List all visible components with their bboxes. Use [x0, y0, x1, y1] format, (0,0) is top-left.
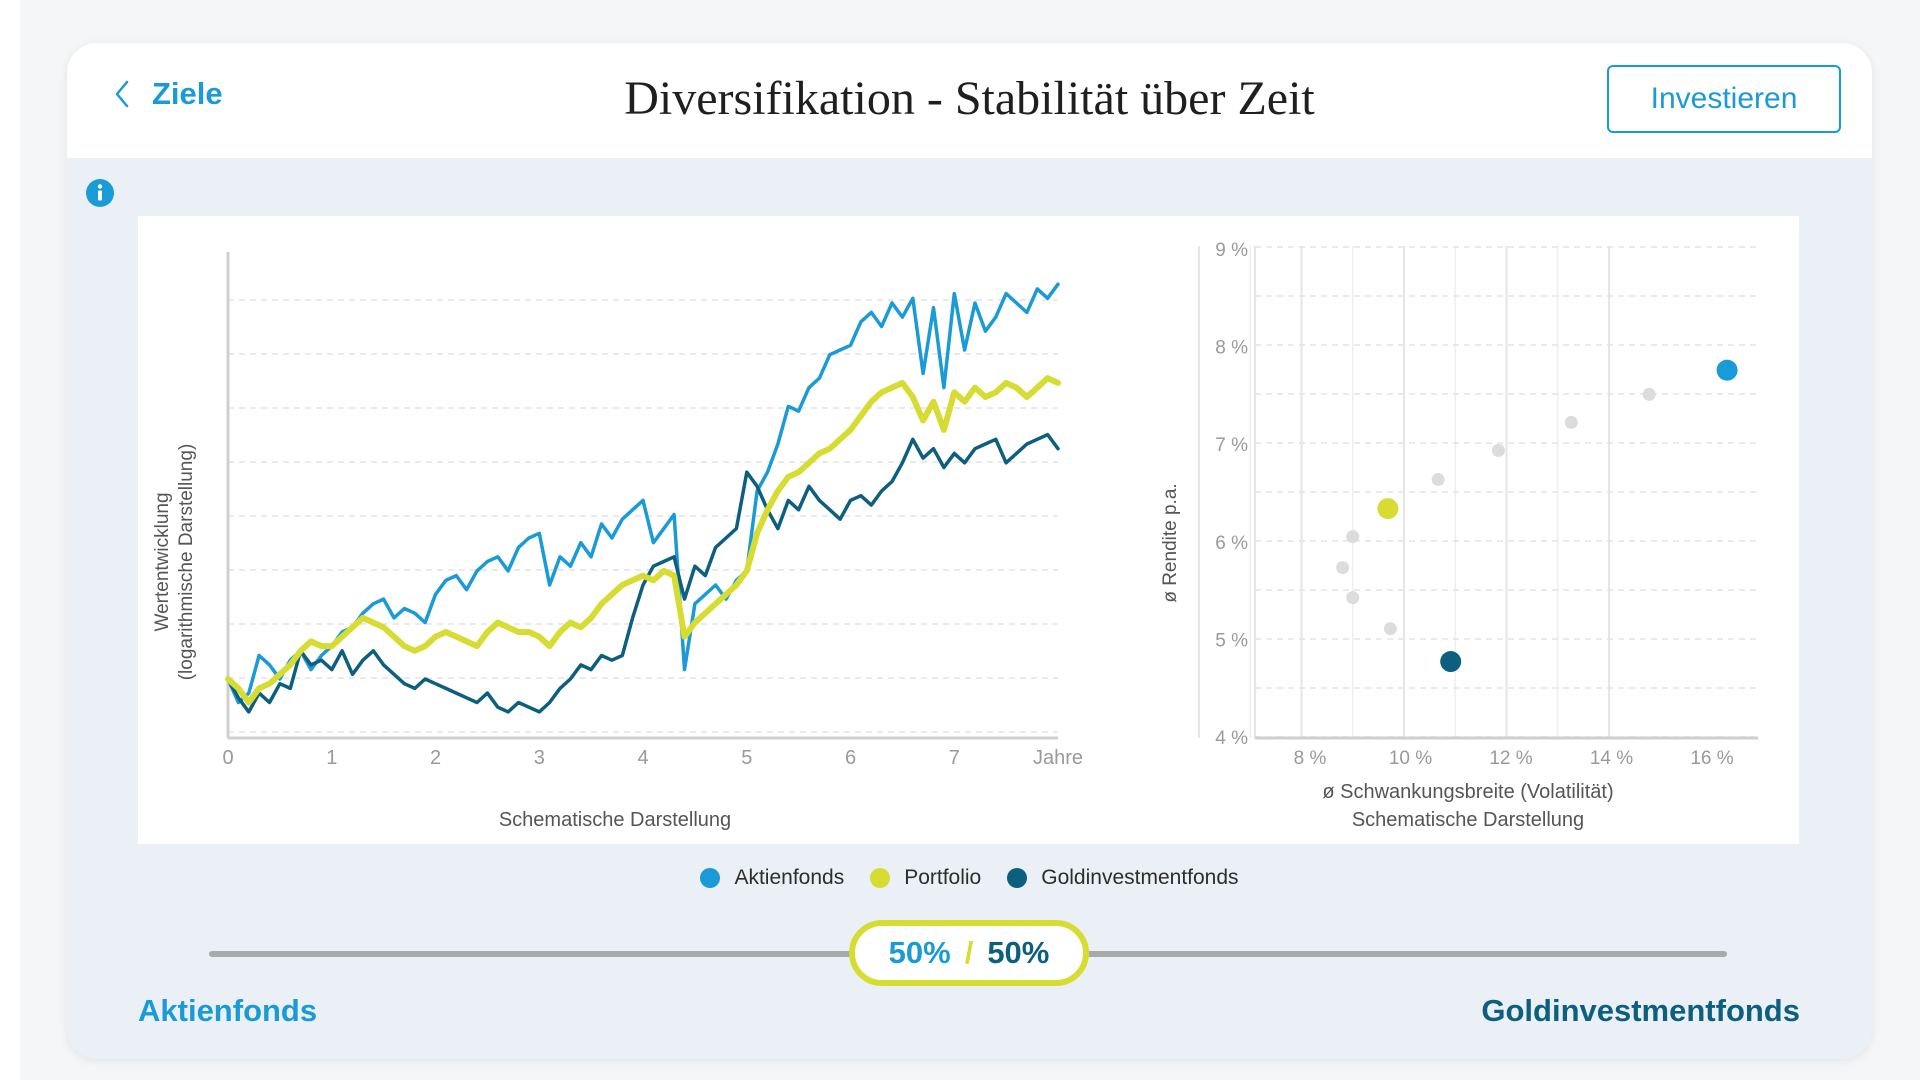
- y-tick-label: 9 %: [1215, 240, 1248, 261]
- scatter-points: [1336, 359, 1738, 673]
- legend-dot-gold: [1007, 868, 1028, 888]
- scatter-point-reference: [1642, 387, 1656, 401]
- line-chart-ylabel-line1: Wertentwicklung: [152, 492, 173, 631]
- scatter-caption: Schematische Darstellung: [1352, 809, 1584, 831]
- legend-item-portfolio: Portfolio: [870, 866, 981, 890]
- x-tick-label: 10 %: [1389, 748, 1432, 769]
- scatter-xlabel: ø Schwankungsbreite (Volatilität): [1322, 781, 1613, 803]
- x-tick-label: 2: [430, 747, 441, 769]
- x-tick-label: 12 %: [1489, 748, 1532, 769]
- y-tick-label: 7 %: [1215, 435, 1248, 456]
- slider-right-label: Goldinvestmentfonds: [1481, 993, 1800, 1028]
- line-chart-gridlines: [228, 299, 1058, 733]
- x-tick-label: 3: [534, 747, 545, 769]
- x-tick-label: 1: [326, 747, 337, 769]
- scatter-point-reference: [1346, 530, 1360, 544]
- line-chart-series: [225, 282, 1061, 714]
- scatter-point-portfolio: [1377, 498, 1399, 520]
- line-chart-caption: Schematische Darstellung: [499, 809, 731, 831]
- line-chart: 0 1 2 3 4 5 6 7 Jahre Wertentwicklung (logarith…: [152, 252, 1083, 831]
- legend-dot-portfolio: [870, 868, 891, 888]
- x-tick-label: 0: [222, 747, 233, 769]
- header-bar: Ziele Diversifikation - Stabilität über …: [67, 43, 1872, 158]
- slider-right-value: 50%: [987, 935, 1050, 970]
- chart-panel: 0 1 2 3 4 5 6 7 Jahre Wertentwicklung (logarith…: [138, 216, 1799, 844]
- legend-item-gold: Goldinvestmentfonds: [1007, 866, 1239, 890]
- scatter-point-reference: [1491, 444, 1505, 458]
- x-tick-label: 4: [637, 747, 648, 769]
- legend-label: Portfolio: [904, 866, 982, 889]
- scatter-ylabel: ø Rendite p.a.: [1160, 483, 1181, 602]
- series-line-goldinvestmentfonds: [226, 432, 1060, 714]
- slider-separator: /: [964, 935, 974, 970]
- scatter-chart: 9 % 8 % 7 % 6 % 5 % 4 % 8 % 10 % 12 % 14 % 16 % ø…: [1160, 240, 1758, 831]
- series-line-aktienfonds: [226, 282, 1060, 705]
- x-tick-label: 14 %: [1590, 748, 1633, 769]
- scatter-point-reference: [1346, 591, 1360, 605]
- line-chart-x-unit: Jahre: [1033, 747, 1083, 769]
- scatter-point-reference: [1383, 622, 1397, 636]
- line-chart-x-ticks: 0 1 2 3 4 5 6 7: [222, 747, 959, 769]
- allocation-slider-handle[interactable]: 50% / 50%: [849, 920, 1089, 986]
- scatter-x-ticks: 8 % 10 % 12 % 14 % 16 %: [1294, 748, 1734, 769]
- legend-dot-aktienfonds: [700, 868, 721, 888]
- x-tick-label: 8 %: [1294, 748, 1327, 769]
- scatter-y-ticks: 9 % 8 % 7 % 6 % 5 % 4 %: [1215, 240, 1248, 749]
- scatter-point-reference: [1336, 561, 1350, 575]
- y-tick-label: 4 %: [1215, 728, 1248, 749]
- slider-left-value: 50%: [888, 935, 951, 970]
- legend-label: Goldinvestmentfonds: [1041, 866, 1239, 889]
- x-tick-label: 6: [845, 747, 856, 769]
- series-line-portfolio: [225, 375, 1061, 706]
- chevron-left-icon: [115, 80, 129, 108]
- scatter-point-aktienfonds: [1716, 359, 1738, 381]
- scatter-point-reference: [1431, 473, 1445, 487]
- window-edge: [0, 0, 20, 1080]
- charts-svg: 0 1 2 3 4 5 6 7 Jahre Wertentwicklung (logarith…: [152, 240, 1758, 831]
- invest-button[interactable]: Investieren: [1607, 65, 1841, 133]
- y-tick-label: 6 %: [1215, 533, 1248, 554]
- slider-left-label: Aktienfonds: [138, 993, 318, 1028]
- line-chart-ylabel-line2: (logarithmische Darstellung): [176, 444, 197, 681]
- x-tick-label: 7: [949, 747, 960, 769]
- page-title: Diversifikation - Stabilität über Zeit: [624, 72, 1315, 125]
- x-tick-label: 5: [741, 747, 752, 769]
- scatter-point-goldinvestmentfonds: [1440, 651, 1462, 673]
- back-link-label: Ziele: [152, 76, 223, 111]
- y-tick-label: 8 %: [1215, 338, 1248, 359]
- chart-legend: Aktienfonds Portfolio Goldinvestmentfond…: [67, 866, 1872, 890]
- info-icon[interactable]: [85, 178, 115, 208]
- legend-label: Aktienfonds: [734, 866, 845, 889]
- y-tick-label: 5 %: [1215, 630, 1248, 651]
- scatter-gridlines: [1198, 246, 1758, 740]
- back-to-goals-link[interactable]: Ziele: [114, 71, 223, 117]
- legend-item-aktienfonds: Aktienfonds: [700, 866, 844, 890]
- diversification-card: Ziele Diversifikation - Stabilität über …: [67, 43, 1872, 1059]
- x-tick-label: 16 %: [1690, 748, 1733, 769]
- scatter-point-reference: [1564, 415, 1578, 429]
